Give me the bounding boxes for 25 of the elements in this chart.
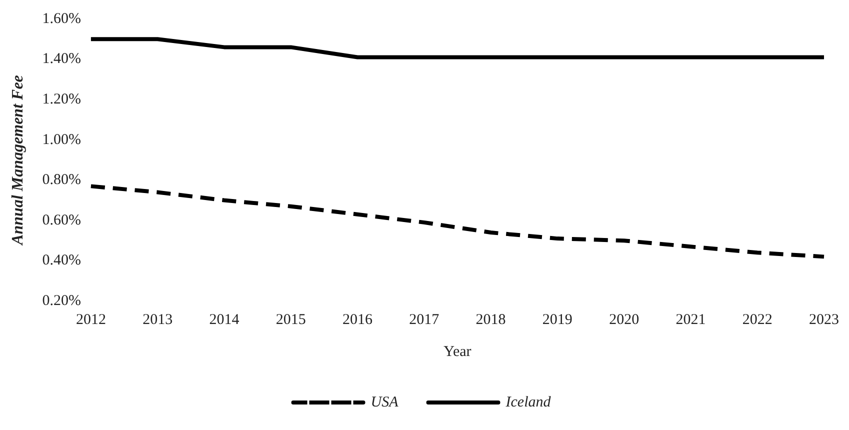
line-series — [88, 184, 826, 259]
x-axis-title: Year — [444, 344, 472, 360]
y-tick-label: 1.40% — [42, 51, 81, 68]
x-tick-label: 2015 — [276, 312, 306, 328]
y-tick-label: 1.00% — [42, 132, 81, 148]
y-tick-label: 0.80% — [42, 172, 81, 188]
x-tick-label: 2018 — [476, 312, 506, 328]
x-tick-label: 2012 — [76, 312, 106, 328]
y-tick-label: 1.20% — [42, 92, 81, 108]
x-tick-label: 2022 — [742, 312, 772, 328]
y-tick-label: 0.60% — [42, 212, 81, 228]
y-axis-title: Annual Management Fee — [10, 75, 27, 246]
x-tick-label: 2023 — [809, 312, 839, 328]
x-tick-label: 2017 — [409, 312, 440, 328]
y-tick-label: 0.40% — [42, 252, 81, 269]
y-tick-label: 1.60% — [42, 10, 81, 27]
y-tick-label: 0.20% — [42, 292, 81, 309]
x-tick-label: 2016 — [342, 312, 374, 328]
legend-label: Iceland — [504, 394, 552, 410]
legend-label: USA — [370, 394, 400, 410]
x-tick-label: 2019 — [542, 312, 572, 328]
x-tick-label: 2020 — [609, 312, 640, 328]
x-tick-label: 2013 — [142, 312, 173, 328]
x-tick-label: 2014 — [209, 312, 240, 328]
x-tick-label: 2021 — [676, 312, 706, 328]
